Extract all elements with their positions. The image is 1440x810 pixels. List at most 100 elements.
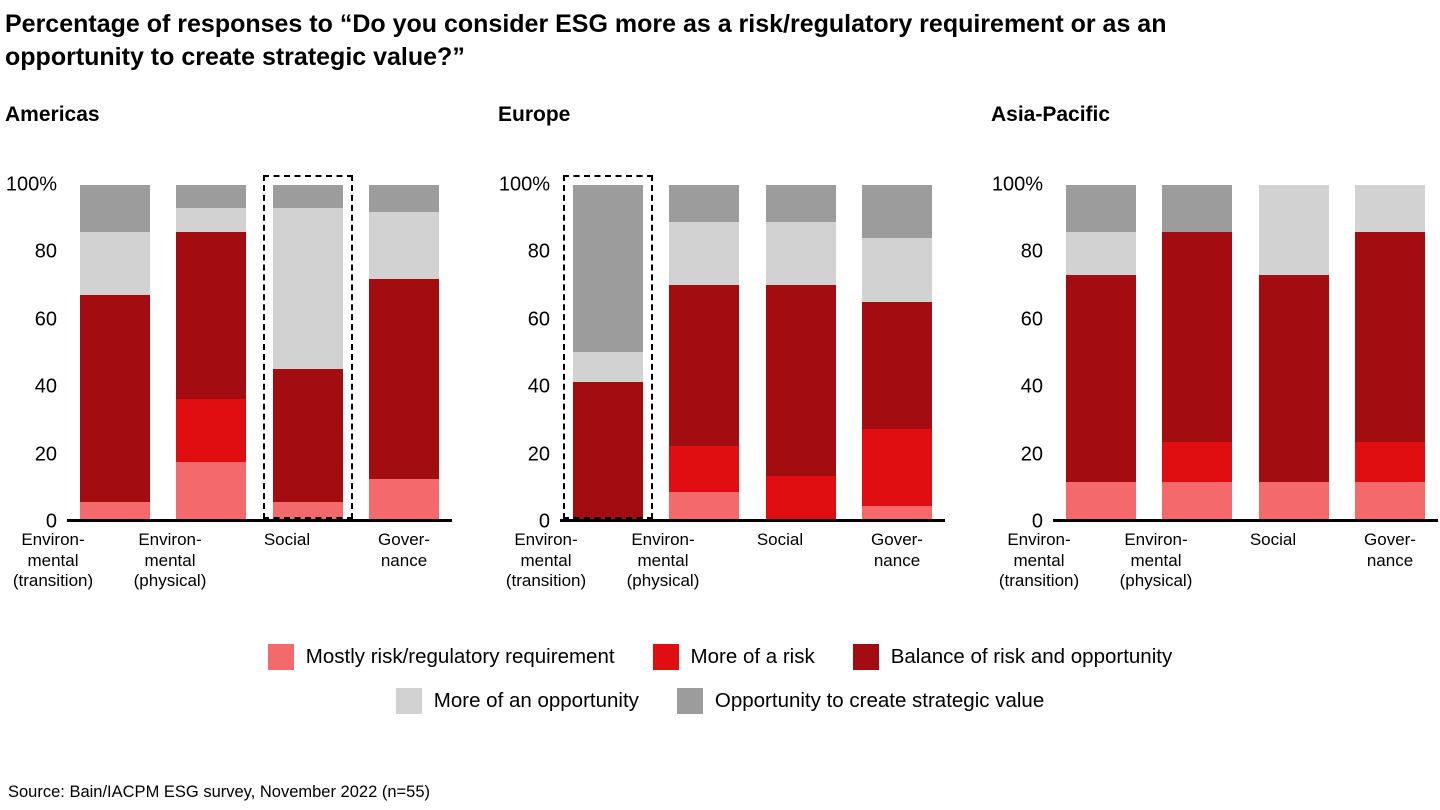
chart-legend: Mostly risk/regulatory requirement More o…: [0, 644, 1440, 715]
region-title-europe: Europe: [498, 103, 571, 126]
y-tick-label: 40: [527, 375, 550, 398]
segment-strategic-value: [573, 185, 643, 353]
y-tick-label: 100%: [991, 173, 1043, 196]
segment-more-of-an-opportunity: [368, 211, 439, 279]
segment-more-of-an-opportunity: [1354, 185, 1425, 232]
x-category-label: Environ- mental (physical): [1119, 530, 1193, 591]
bar-slot: [1345, 185, 1435, 519]
legend-swatch-strategic-value: [676, 688, 703, 715]
segment-balance: [368, 278, 439, 479]
y-tick-label: 80: [527, 240, 550, 263]
bars: [1053, 185, 1438, 519]
segment-mostly-risk: [80, 502, 150, 519]
segment-more-of-a-risk: [1354, 442, 1425, 483]
bar-slot: [166, 185, 256, 519]
x-category-label: Environ- mental (transition): [12, 530, 94, 591]
segment-more-of-a-risk: [176, 398, 247, 463]
chart-area: 100% 80 60 40 20 0: [5, 174, 452, 533]
y-tick-label: 20: [34, 443, 57, 466]
bar-slot: [1056, 185, 1146, 519]
segment-balance: [1162, 231, 1233, 443]
x-axis-labels: Environ- mental (transition) Environ- men…: [991, 530, 1438, 592]
plot-area: [1053, 185, 1438, 522]
segment-balance: [765, 285, 836, 476]
segment-mostly-risk: [669, 492, 740, 519]
segment-mostly-risk: [176, 462, 247, 519]
legend-item-mostly-risk: Mostly risk/regulatory requirement: [267, 644, 615, 671]
segment-more-of-an-opportunity: [573, 352, 643, 383]
segment-balance: [80, 295, 150, 503]
segment-strategic-value: [669, 185, 740, 222]
segment-more-of-a-risk: [1162, 442, 1233, 483]
y-tick-label: 80: [1020, 240, 1043, 263]
segment-more-of-an-opportunity: [176, 208, 247, 232]
segment-more-of-an-opportunity: [1066, 231, 1136, 276]
x-category-label: Social: [263, 530, 311, 549]
bar-slot: [70, 185, 160, 519]
y-tick-label: 100%: [5, 173, 57, 196]
segment-strategic-value: [80, 185, 150, 232]
segment-balance: [1066, 275, 1136, 483]
stacked-bar-1: [176, 185, 247, 519]
y-tick-label: 20: [1020, 443, 1043, 466]
legend-label: Mostly risk/regulatory requirement: [305, 645, 615, 669]
x-category-label: Social: [756, 530, 804, 549]
y-tick-label: 0: [538, 510, 550, 533]
stacked-bar-2: [765, 185, 836, 519]
stacked-bar-0: [80, 185, 150, 519]
segment-mostly-risk: [368, 478, 439, 519]
segment-strategic-value: [861, 185, 932, 239]
y-tick-label: 100%: [498, 173, 550, 196]
y-tick-label: 40: [1020, 375, 1043, 398]
segment-more-of-a-risk: [765, 475, 836, 519]
segment-strategic-value: [176, 185, 247, 209]
segment-more-of-an-opportunity: [765, 221, 836, 286]
page-title: Percentage of responses to “Do you consi…: [5, 10, 1167, 71]
chart-panel-asia-pacific: Asia-Pacific 100% 80 60 40 20 0 Environ- mental…: [991, 103, 1438, 592]
plot-area: [67, 175, 452, 522]
segment-mostly-risk: [1066, 482, 1136, 519]
segment-more-of-an-opportunity: [1258, 185, 1329, 276]
chart-panel-americas: Americas 100% 80 60 40 20 0 Environ- mental (tr…: [5, 103, 452, 592]
stacked-bar-1: [1162, 185, 1233, 519]
chart-panel-europe: Europe 100% 80 60 40 20 0 Environ- mental (tran…: [498, 103, 945, 592]
bar-slot: [852, 185, 942, 519]
segment-more-of-an-opportunity: [272, 208, 343, 369]
segment-mostly-risk: [1258, 482, 1329, 519]
y-axis: 100% 80 60 40 20 0: [498, 174, 560, 533]
stacked-bar-0: [563, 175, 653, 519]
bars: [560, 175, 945, 519]
plot-area: [560, 175, 945, 522]
segment-strategic-value: [368, 185, 439, 212]
stacked-bar-0: [1066, 185, 1136, 519]
y-axis: 100% 80 60 40 20 0: [5, 174, 67, 533]
bar-slot: [756, 185, 846, 519]
segment-more-of-a-risk: [861, 428, 932, 506]
legend-item-balance: Balance of risk and opportunity: [852, 644, 1172, 671]
charts-row: Americas 100% 80 60 40 20 0 Environ- mental (tr…: [0, 103, 1440, 592]
x-category-label: Environ- mental (transition): [505, 530, 587, 591]
bar-slot: [359, 185, 449, 519]
legend-item-more-of-an-opportunity: More of an opportunity: [395, 688, 639, 715]
stacked-bar-2: [262, 175, 353, 519]
segment-strategic-value: [1066, 185, 1136, 232]
segment-strategic-value: [1162, 185, 1233, 232]
legend-label: More of an opportunity: [433, 689, 639, 713]
segment-balance: [669, 285, 740, 446]
legend-item-strategic-value: Opportunity to create strategic value: [676, 688, 1044, 715]
y-tick-label: 0: [45, 510, 57, 533]
segment-mostly-risk: [1162, 482, 1233, 519]
y-tick-label: 80: [34, 240, 57, 263]
segment-more-of-an-opportunity: [861, 238, 932, 302]
segment-balance: [861, 301, 932, 429]
bars: [67, 175, 452, 519]
bar-slot: [262, 175, 353, 519]
stacked-bar-1: [669, 185, 740, 519]
y-tick-label: 60: [34, 308, 57, 331]
legend-swatch-mostly-risk: [267, 644, 294, 671]
y-tick-label: 20: [527, 443, 550, 466]
y-axis: 100% 80 60 40 20 0: [991, 174, 1053, 533]
segment-balance: [1354, 231, 1425, 443]
stacked-bar-2: [1258, 185, 1329, 519]
legend-swatch-balance: [852, 644, 879, 671]
